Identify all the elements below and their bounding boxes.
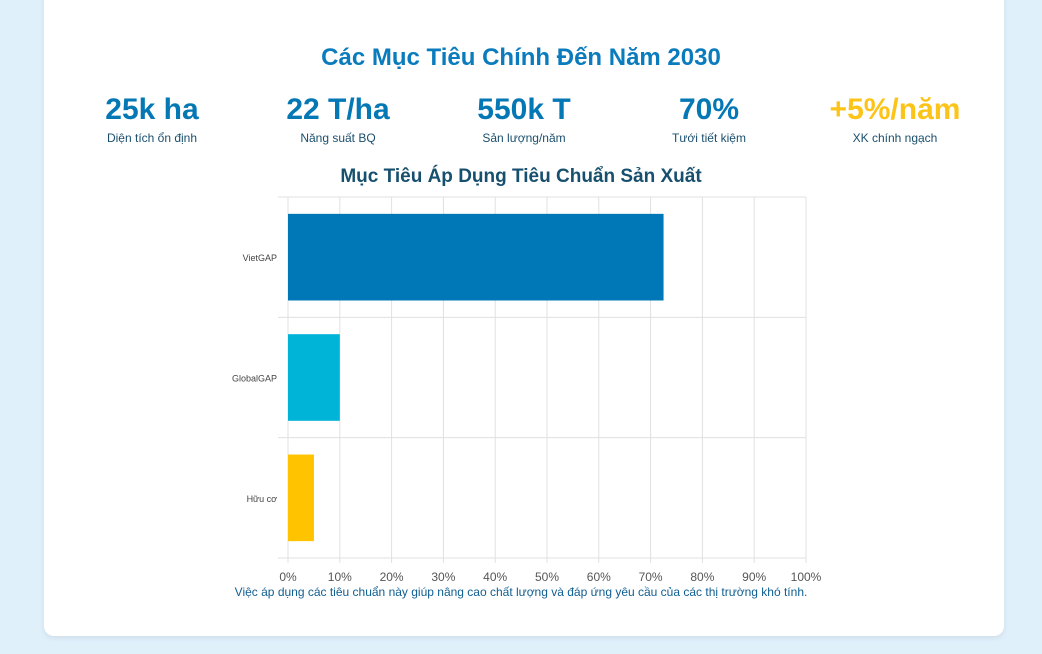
x-tick-label: 70% <box>639 570 663 584</box>
category-label: Hữu cơ <box>247 494 278 504</box>
page-title: Các Mục Tiêu Chính Đến Năm 2030 <box>321 44 721 71</box>
stat-irrigation: 70% Tưới tiết kiệm <box>614 92 804 145</box>
x-tick-label: 30% <box>431 570 455 584</box>
stat-value: 22 T/ha <box>286 93 390 126</box>
stat-value: +5%/năm <box>829 93 961 126</box>
stat-label: Năng suất BQ <box>300 131 376 145</box>
stat-value: 25k ha <box>105 93 199 126</box>
category-label: GlobalGAP <box>232 374 277 384</box>
goals-card <box>44 0 1004 636</box>
x-tick-label: 0% <box>279 570 297 584</box>
stat-output: 550k T Sản lượng/năm <box>429 92 619 145</box>
stat-value: 550k T <box>477 93 571 126</box>
chart-footnote: Việc áp dụng các tiêu chuẩn này giúp nân… <box>234 585 808 599</box>
stat-export: +5%/năm XK chính ngạch <box>800 92 990 145</box>
x-tick-label: 60% <box>587 570 611 584</box>
chart-title: Mục Tiêu Áp Dụng Tiêu Chuẩn Sản Xuất <box>340 166 702 187</box>
x-tick-label: 80% <box>690 570 714 584</box>
x-tick-label: 20% <box>380 570 404 584</box>
x-tick-label: 100% <box>791 570 822 584</box>
stat-label: Diện tích ổn định <box>106 131 198 145</box>
category-label: VietGAP <box>243 253 277 263</box>
stat-area: 25k ha Diện tích ổn định <box>57 92 247 145</box>
stat-label: XK chính ngạch <box>852 131 938 145</box>
x-tick-label: 40% <box>483 570 507 584</box>
x-tick-label: 10% <box>328 570 352 584</box>
bar-hữu-cơ <box>288 454 314 542</box>
bar-globalgap <box>288 334 340 421</box>
stat-label: Sản lượng/năm <box>482 131 566 145</box>
x-tick-label: 90% <box>742 570 766 584</box>
stat-value: 70% <box>678 93 740 126</box>
stat-label: Tưới tiết kiệm <box>672 131 746 145</box>
bar-vietgap <box>288 213 664 301</box>
stat-yield: 22 T/ha Năng suất BQ <box>243 92 433 145</box>
x-tick-label: 50% <box>535 570 559 584</box>
